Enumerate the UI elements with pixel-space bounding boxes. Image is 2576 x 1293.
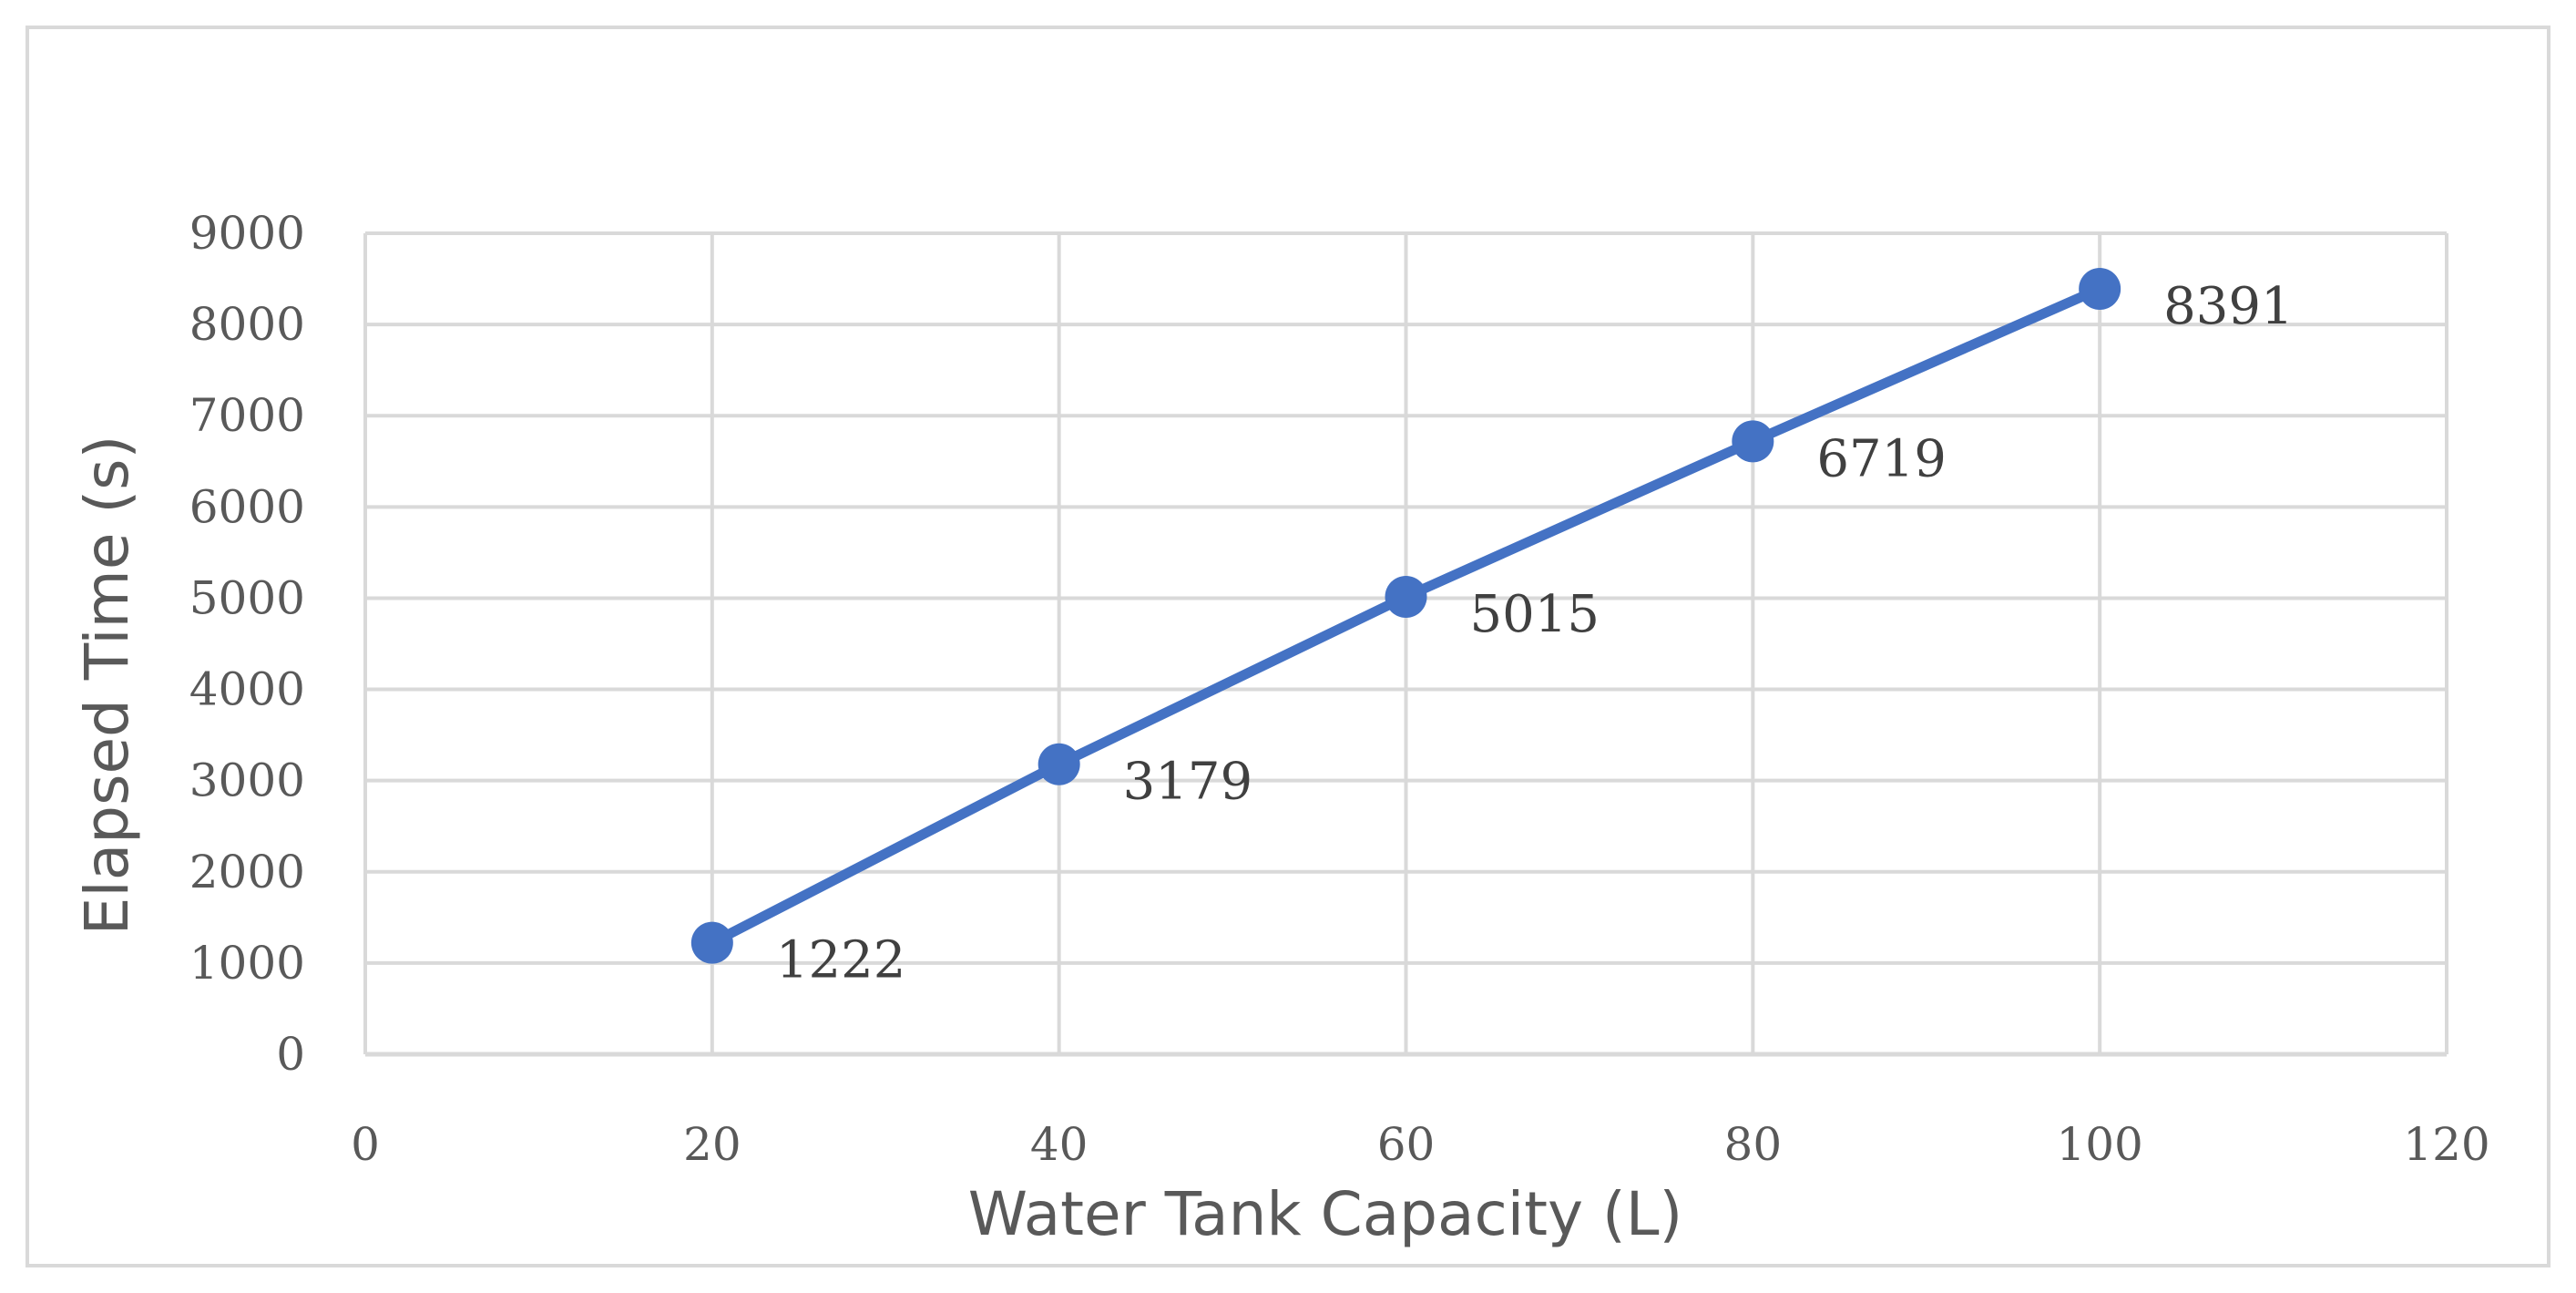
data-label: 3179 [1123,753,1253,812]
y-tick-label: 4000 [189,663,305,716]
y-axis-title: Elapsed Time (s) [72,436,142,936]
data-point [690,921,733,964]
data-label: 5015 [1470,585,1600,644]
y-tick-label: 0 [276,1028,305,1081]
data-point [2079,267,2121,310]
x-tick-label: 80 [1724,1118,1783,1171]
data-label: 6719 [1816,429,1947,488]
data-label: 8391 [2163,277,2294,336]
y-tick-label: 7000 [189,389,305,442]
x-tick-label: 0 [351,1118,380,1171]
y-tick-label: 1000 [189,937,305,990]
y-tick-label: 8000 [189,298,305,351]
y-tick-label: 5000 [189,571,305,624]
data-labels: 1222 3179 5015 6719 8391 [776,277,2294,990]
y-tick-label: 6000 [189,480,305,533]
tick-labels: 0 1000 2000 3000 4000 5000 6000 7000 8000 9000 0 20… [189,207,2490,1171]
chart-border [26,26,2550,1267]
data-point [1038,743,1080,785]
x-tick-label: 60 [1377,1118,1436,1171]
x-tick-label: 20 [683,1118,741,1171]
y-tick-label: 9000 [189,207,305,260]
data-points [690,267,2121,964]
x-axis-title: Water Tank Capacity (L) [968,1179,1683,1249]
x-tick-label: 120 [2403,1118,2489,1171]
y-tick-label: 2000 [189,846,305,898]
data-point [1732,420,1774,463]
x-tick-label: 100 [2056,1118,2142,1171]
y-tick-label: 3000 [189,754,305,807]
data-label: 1222 [776,931,906,990]
x-tick-label: 40 [1030,1118,1089,1171]
data-point [1385,575,1427,618]
